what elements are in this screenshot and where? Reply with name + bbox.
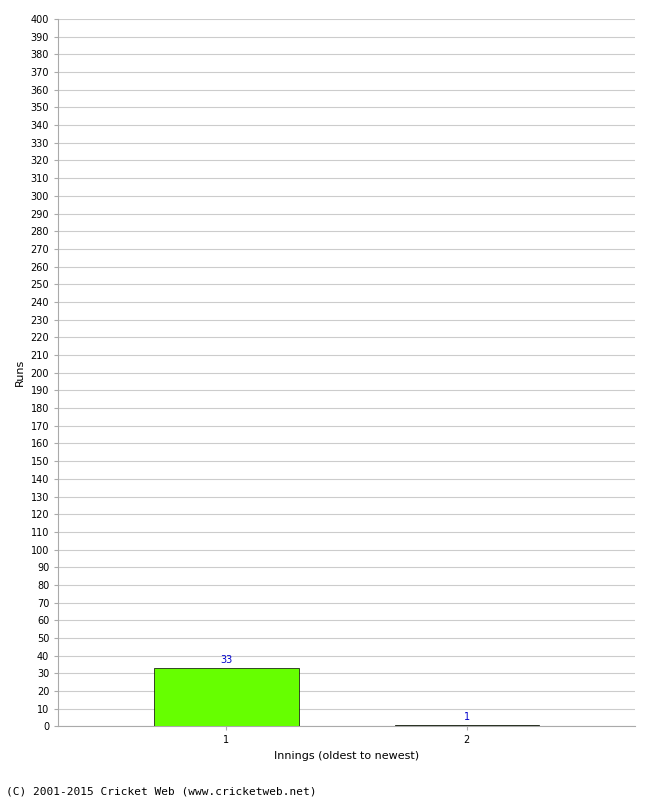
Text: 33: 33 xyxy=(220,655,233,666)
Text: 1: 1 xyxy=(463,712,470,722)
Bar xyxy=(154,668,298,726)
X-axis label: Innings (oldest to newest): Innings (oldest to newest) xyxy=(274,751,419,761)
Bar xyxy=(395,725,539,726)
Y-axis label: Runs: Runs xyxy=(15,359,25,386)
Text: (C) 2001-2015 Cricket Web (www.cricketweb.net): (C) 2001-2015 Cricket Web (www.cricketwe… xyxy=(6,786,317,796)
